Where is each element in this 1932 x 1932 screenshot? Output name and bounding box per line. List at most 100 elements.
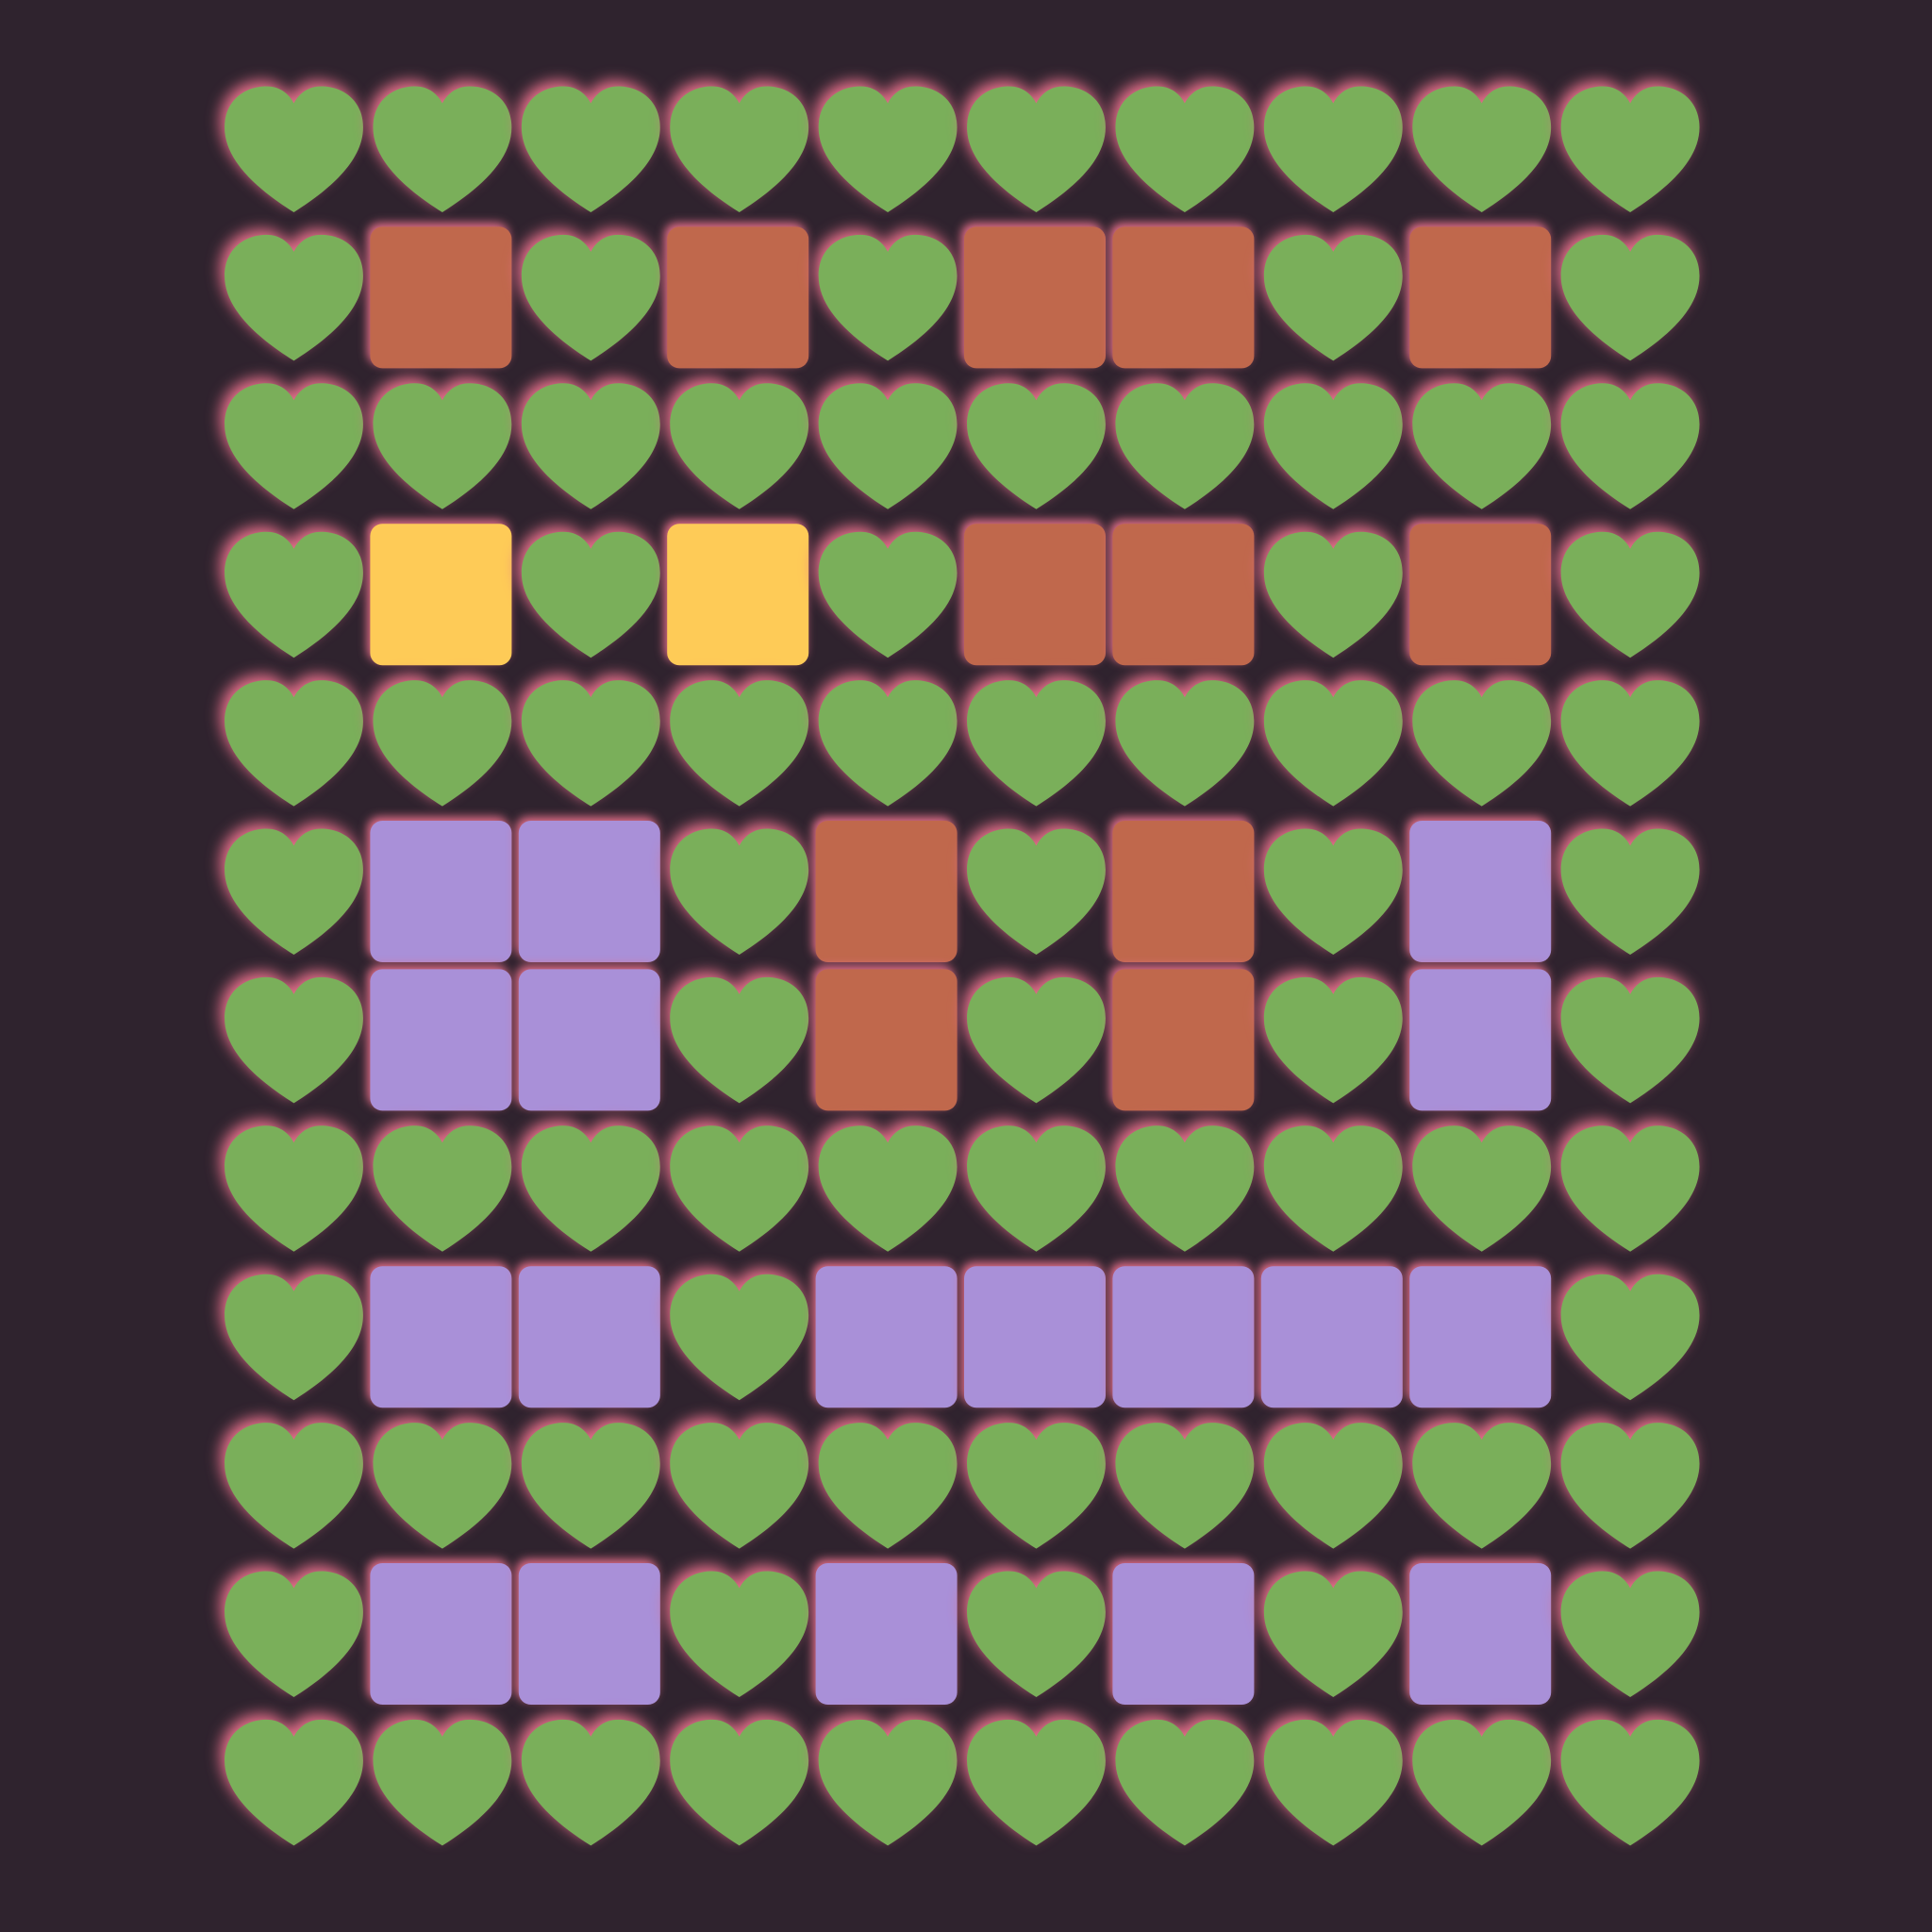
heart-tile	[670, 1125, 809, 1252]
heart-tile	[225, 1274, 363, 1401]
heart-tile	[967, 1125, 1106, 1252]
heart-tile	[373, 383, 512, 509]
heart-tile	[1560, 976, 1700, 1104]
yellow-block	[370, 524, 512, 666]
heart-tile	[373, 1125, 512, 1252]
heart-tile	[1263, 828, 1403, 955]
heart-tile	[521, 531, 660, 658]
heart-tile	[818, 680, 958, 807]
heart-tile	[967, 86, 1106, 212]
heart-tile	[818, 86, 958, 212]
heart-tile	[967, 976, 1106, 1104]
heart-tile	[1115, 1719, 1255, 1846]
heart-tile	[225, 383, 363, 509]
purple-block	[964, 1266, 1106, 1408]
heart-tile	[1115, 680, 1255, 807]
heart-tile	[1412, 86, 1552, 212]
heart-tile	[373, 1423, 512, 1549]
heart-tile	[521, 1719, 660, 1846]
purple-block	[370, 1266, 512, 1408]
heart-tile	[1560, 828, 1700, 955]
heart-tile	[1263, 976, 1403, 1104]
purple-block	[518, 969, 660, 1111]
heart-tile	[967, 680, 1106, 807]
heart-tile	[1560, 1423, 1700, 1549]
purple-block	[518, 1563, 660, 1705]
heart-tile	[1560, 234, 1700, 361]
rust-block	[1409, 524, 1552, 666]
heart-tile	[818, 1719, 958, 1846]
heart-tile	[1412, 383, 1552, 509]
rust-block	[370, 226, 512, 369]
heart-tile	[670, 1274, 809, 1401]
heart-tile	[670, 86, 809, 212]
heart-tile	[225, 531, 363, 658]
heart-tile	[1560, 531, 1700, 658]
heart-tile	[670, 1423, 809, 1549]
rust-block	[1112, 821, 1255, 962]
heart-tile	[373, 680, 512, 807]
heart-tile	[521, 86, 660, 212]
heart-tile	[1412, 1423, 1552, 1549]
heart-tile	[521, 234, 660, 361]
rust-block	[1112, 226, 1255, 369]
heart-tile	[1560, 1125, 1700, 1252]
purple-block	[1409, 821, 1552, 962]
rust-block	[1409, 226, 1552, 369]
purple-block	[370, 969, 512, 1111]
heart-tile	[818, 1125, 958, 1252]
rust-block	[964, 524, 1106, 666]
heart-tile	[1263, 234, 1403, 361]
heart-tile	[818, 383, 958, 509]
heart-tile	[670, 828, 809, 955]
heart-tile	[225, 1423, 363, 1549]
heart-tile	[1560, 1719, 1700, 1846]
rust-block	[667, 226, 809, 369]
rust-block	[1112, 969, 1255, 1111]
heart-tile	[225, 828, 363, 955]
heart-tile	[967, 1423, 1106, 1549]
purple-block	[1112, 1266, 1255, 1408]
heart-tile	[1560, 680, 1700, 807]
heart-tile	[670, 383, 809, 509]
heart-tile	[1115, 1125, 1255, 1252]
heart-tile	[225, 680, 363, 807]
heart-tile	[1412, 1125, 1552, 1252]
rust-block	[815, 821, 958, 962]
heart-tile	[521, 680, 660, 807]
purple-block	[1112, 1563, 1255, 1705]
heart-tile	[1560, 1571, 1700, 1697]
heart-tile	[1263, 680, 1403, 807]
heart-tile	[373, 86, 512, 212]
heart-tile	[1115, 1423, 1255, 1549]
purple-block	[370, 1563, 512, 1705]
heart-tile	[670, 1719, 809, 1846]
heart-tile	[225, 1571, 363, 1697]
heart-tile	[521, 1423, 660, 1549]
purple-block	[518, 1266, 660, 1408]
heart-tile	[670, 1571, 809, 1697]
heart-tile	[1412, 680, 1552, 807]
rust-block	[964, 226, 1106, 369]
heart-tile	[967, 1719, 1106, 1846]
heart-tile	[1263, 1719, 1403, 1846]
heart-tile	[1115, 86, 1255, 212]
purple-block	[815, 1266, 958, 1408]
heart-tile	[1412, 1719, 1552, 1846]
heart-tile	[1263, 86, 1403, 212]
heart-tile	[967, 383, 1106, 509]
heart-tile	[670, 976, 809, 1104]
yellow-block	[667, 524, 809, 666]
heart-tile	[1560, 1274, 1700, 1401]
heart-tile	[521, 383, 660, 509]
heart-tile	[967, 1571, 1106, 1697]
heart-tile	[1115, 383, 1255, 509]
heart-tile	[1263, 531, 1403, 658]
heart-tile	[1263, 1125, 1403, 1252]
heart-tile	[1560, 86, 1700, 212]
rust-block	[815, 969, 958, 1111]
heart-tile	[225, 976, 363, 1104]
purple-block	[815, 1563, 958, 1705]
purple-block	[1260, 1266, 1403, 1408]
